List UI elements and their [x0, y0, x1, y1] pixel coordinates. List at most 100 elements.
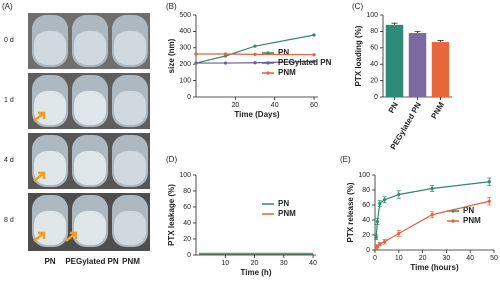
panel-label: (D) [166, 155, 177, 164]
tube-liquid [74, 211, 106, 245]
y-tick-label: 80 [362, 187, 370, 194]
y-tick-label: 100 [179, 172, 191, 179]
panel-label: (C) [352, 2, 363, 11]
y-tick-label: 0 [366, 247, 370, 254]
tube-liquid [114, 91, 146, 125]
y-tick-label: 40 [362, 217, 370, 224]
column-label: PNM [122, 257, 140, 266]
marker [194, 61, 198, 65]
legend-marker [266, 51, 270, 55]
row-label: 1 d [4, 97, 14, 104]
x-tick-label: PN [387, 100, 400, 114]
line [195, 34, 315, 64]
panel-label: (E) [340, 155, 351, 164]
y-tick-label: 300 [179, 45, 191, 52]
tube-liquid [74, 151, 106, 185]
legend-marker [266, 71, 270, 75]
column-label: PN [44, 257, 55, 266]
marker [312, 59, 316, 63]
tube-liquid [34, 151, 66, 185]
marker [382, 198, 387, 202]
error-bar [391, 22, 398, 25]
marker [223, 61, 228, 65]
x-tick-label: 10 [395, 255, 403, 262]
error-bar [414, 31, 421, 34]
legend-label: PNM [278, 68, 296, 77]
tube-liquid [34, 211, 66, 245]
y-axis-title: PTX leakage (%) [167, 184, 176, 246]
x-tick-label: 20 [231, 102, 239, 109]
tube-liquid [114, 31, 146, 65]
column-label: PEGylated PN [65, 257, 119, 266]
marker [253, 61, 257, 65]
x-tick-label: 20 [419, 255, 427, 262]
tube-liquid [34, 31, 66, 65]
x-tick-label: 30 [280, 260, 288, 267]
legend-label: PNM [278, 209, 296, 218]
legend-label: PN [278, 199, 289, 208]
y-tick-label: 100 [366, 12, 378, 19]
x-tick-label: 40 [271, 102, 279, 109]
y-tick-label: 20 [183, 236, 191, 243]
tube-liquid [114, 151, 146, 185]
arrow [33, 111, 46, 122]
legend-label: PN [278, 48, 289, 57]
marker [487, 199, 491, 203]
y-tick-label: 0 [187, 252, 191, 259]
y-tick-label: 60 [362, 202, 370, 209]
row-label: 0 d [4, 37, 14, 44]
y-tick-label: 200 [179, 61, 191, 68]
marker [253, 52, 257, 56]
marker [374, 235, 378, 239]
x-tick-label: 40 [466, 255, 474, 262]
y-tick-label: 60 [183, 204, 191, 211]
y-tick-label: 0 [374, 94, 378, 101]
y-axis-title: size (nm) [167, 38, 176, 73]
y-tick-label: 0 [187, 94, 191, 101]
y-tick-label: 100 [358, 172, 370, 179]
legend-marker [266, 61, 270, 65]
y-tick-label: 20 [362, 232, 370, 239]
legend-marker [451, 219, 455, 223]
x-axis-title: Time (Days) [234, 110, 280, 119]
legend-label: PEGylated PN [278, 58, 332, 67]
tube-liquid [74, 31, 106, 65]
marker [194, 52, 198, 56]
marker [378, 242, 382, 246]
tube-liquid [74, 91, 106, 125]
error-bar [437, 40, 444, 43]
legend-label: PNM [463, 216, 481, 225]
line [196, 53, 315, 56]
row-label: 4 d [4, 157, 14, 164]
marker [430, 186, 434, 191]
y-tick-label: 60 [370, 45, 378, 52]
marker [397, 192, 401, 197]
x-tick-label: 20 [251, 260, 259, 267]
bar [408, 33, 427, 97]
x-tick-label: PNM [429, 100, 446, 120]
arrow [33, 171, 46, 182]
marker [312, 33, 316, 37]
x-tick-label: 50 [490, 255, 498, 262]
bar [385, 24, 404, 98]
x-tick-label: 30 [443, 255, 451, 262]
y-tick-label: 80 [183, 188, 191, 195]
x-tick-label: 40 [309, 260, 317, 267]
x-tick-label: 0 [373, 255, 377, 262]
marker [487, 180, 491, 184]
marker [430, 213, 434, 217]
marker [375, 219, 379, 224]
bar [431, 42, 450, 97]
y-tick-label: 80 [370, 28, 378, 35]
y-tick-label: 100 [179, 77, 191, 84]
y-tick-label: 400 [179, 28, 191, 35]
x-axis-title: Time (hours) [410, 263, 459, 272]
x-tick-label: 60 [310, 102, 318, 109]
arrow [65, 231, 78, 242]
x-tick-label: 10 [221, 260, 229, 267]
marker [312, 53, 316, 57]
marker [253, 44, 257, 48]
row-label: 8 d [4, 217, 14, 224]
panel-label: (B) [166, 2, 177, 11]
